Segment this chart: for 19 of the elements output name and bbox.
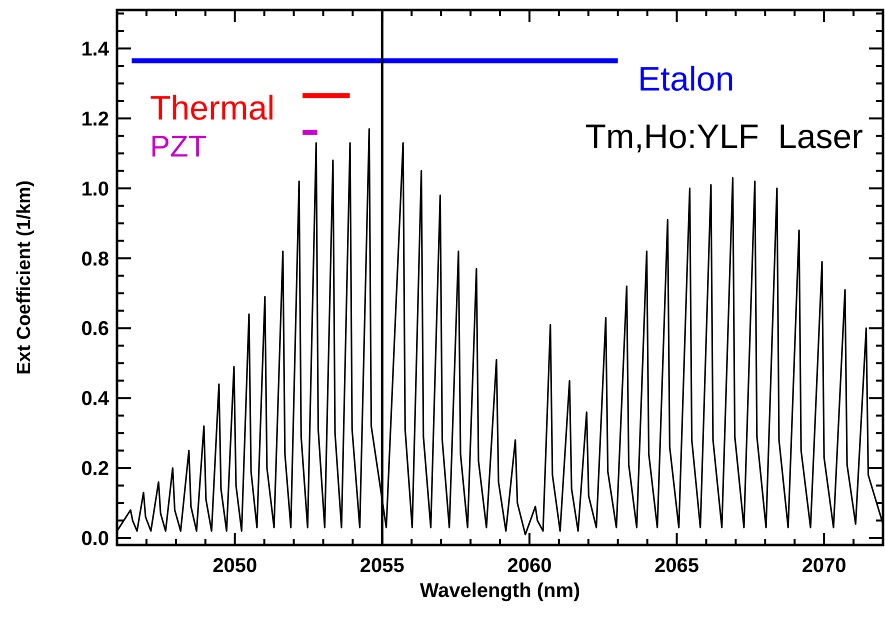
- series-label: Etalon: [638, 60, 734, 99]
- x-tick-label: 2050: [212, 555, 258, 577]
- series-label: Thermal: [150, 90, 275, 128]
- x-tick-label: 2065: [654, 555, 700, 577]
- annotation: Tm,Ho:YLF Laser: [585, 118, 863, 156]
- y-tick-label: 0.4: [81, 388, 110, 410]
- y-axis-title: Ext Coefficient (1/km): [14, 180, 35, 375]
- y-tick-label: 1.2: [81, 108, 109, 130]
- x-tick-label: 2060: [507, 555, 552, 577]
- y-tick-label: 0.6: [81, 318, 109, 340]
- y-tick-label: 1.4: [81, 38, 110, 60]
- x-tick-label: 2070: [802, 555, 846, 577]
- text: PZT: [150, 130, 207, 164]
- y-tick-label: 0.8: [81, 248, 109, 270]
- x-tick-label: 2055: [360, 555, 404, 577]
- y-tick-label: 0.2: [81, 458, 109, 480]
- x-axis-title: Wavelength (nm): [420, 580, 580, 602]
- y-tick-label: 1.0: [81, 178, 109, 200]
- y-tick-label: 0.0: [81, 528, 109, 550]
